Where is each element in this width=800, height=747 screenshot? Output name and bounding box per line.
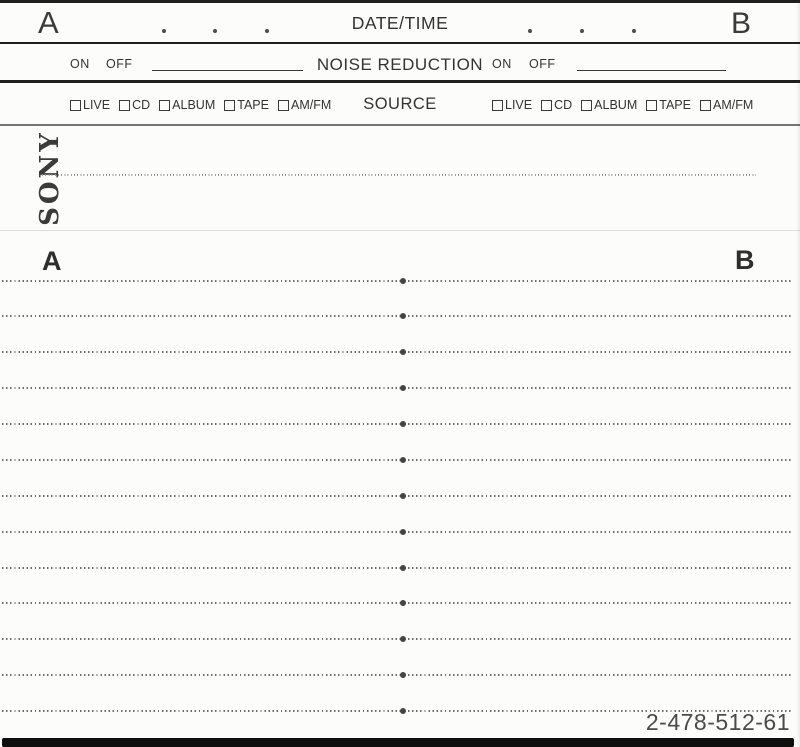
source-option-live: LIVE xyxy=(70,98,110,112)
checkbox-icon xyxy=(699,99,711,111)
nr-on-label-a: ON xyxy=(70,57,90,71)
source-option-label: LIVE xyxy=(83,98,111,112)
part-number: 2-478-512-61 xyxy=(645,709,790,735)
center-dot xyxy=(400,421,406,427)
source-option-label: AM/FM xyxy=(290,98,332,112)
bottom-black-bar xyxy=(2,738,794,747)
source-option-label: TAPE xyxy=(237,98,269,112)
nr-write-line-b xyxy=(577,70,726,71)
ruled-line xyxy=(2,710,793,712)
tracklist-side-b-label: B xyxy=(735,245,755,275)
separator-dot xyxy=(162,29,166,33)
checkbox-icon xyxy=(541,99,553,111)
center-dot xyxy=(400,708,406,714)
nr-off-label-b: OFF xyxy=(529,57,556,71)
center-dot xyxy=(400,278,406,284)
source-option-am-fm: AM/FM xyxy=(699,98,754,112)
source-option-label: CD xyxy=(554,98,573,112)
source-option-label: ALBUM xyxy=(594,98,638,112)
source-options-a: LIVE CD ALBUM TAPE AM/FM xyxy=(70,98,331,112)
separator-dot xyxy=(213,29,217,33)
center-dot xyxy=(400,636,406,642)
spine-title-dotted-line xyxy=(42,174,756,176)
center-dot xyxy=(400,493,406,499)
header-side-b-label: B xyxy=(731,7,753,40)
checkbox-icon xyxy=(224,99,236,111)
ruled-line xyxy=(2,459,793,461)
divider-line-1 xyxy=(0,41,800,44)
source-option-cd: CD xyxy=(541,98,572,112)
ruled-line xyxy=(2,351,793,353)
ruled-line xyxy=(2,567,793,569)
center-dot xyxy=(400,600,406,606)
checkbox-icon xyxy=(492,99,503,111)
top-border-line xyxy=(0,0,800,3)
source-options-b: LIVE CD ALBUM TAPE AM/FM xyxy=(492,98,753,112)
checkbox-icon xyxy=(119,99,131,111)
source-option-label: AM/FM xyxy=(712,98,754,112)
tracklist-side-a-label: A xyxy=(42,246,62,276)
checkbox-icon xyxy=(646,99,658,111)
sony-logo-text: SONY xyxy=(35,130,65,226)
source-label: SOURCE xyxy=(363,95,437,113)
ruled-line xyxy=(2,423,793,425)
checkbox-icon xyxy=(159,99,171,111)
separator-dot xyxy=(580,29,584,33)
separator-dot xyxy=(632,29,636,33)
center-dot xyxy=(400,385,406,391)
nr-off-label-a: OFF xyxy=(106,57,133,71)
fold-line xyxy=(0,230,800,231)
center-dot xyxy=(400,349,406,355)
source-option-cd: CD xyxy=(119,98,150,112)
ruled-line xyxy=(2,387,793,389)
header-side-a-label: A xyxy=(38,5,60,40)
center-dot xyxy=(400,529,406,535)
nr-on-label-b: ON xyxy=(492,57,512,71)
source-option-live: LIVE xyxy=(492,98,532,112)
ruled-line xyxy=(2,531,793,533)
source-option-am-fm: AM/FM xyxy=(277,98,332,112)
separator-dot xyxy=(528,29,532,33)
ruled-line xyxy=(2,602,793,604)
checkbox-icon xyxy=(277,99,289,111)
source-option-label: CD xyxy=(132,98,151,112)
checkbox-icon xyxy=(70,99,81,111)
source-option-label: LIVE xyxy=(505,98,533,112)
source-option-album: ALBUM xyxy=(581,98,637,112)
noise-reduction-label: NOISE REDUCTION xyxy=(316,55,484,74)
ruled-line xyxy=(2,638,793,640)
divider-line-2 xyxy=(0,80,800,83)
center-dot xyxy=(400,457,406,463)
source-option-tape: TAPE xyxy=(646,98,691,112)
source-option-label: ALBUM xyxy=(172,98,216,112)
date-time-label: DATE/TIME xyxy=(351,13,449,33)
scan-edge-shade xyxy=(796,0,800,747)
divider-line-3 xyxy=(0,123,800,126)
ruled-line xyxy=(2,495,793,497)
center-dot xyxy=(400,565,406,571)
ruled-line xyxy=(2,280,793,282)
ruled-line xyxy=(2,674,793,676)
ruled-line xyxy=(2,315,793,317)
checkbox-icon xyxy=(581,99,593,111)
separator-dot xyxy=(265,29,269,33)
center-dot xyxy=(400,672,406,678)
source-option-album: ALBUM xyxy=(159,98,215,112)
nr-write-line-a xyxy=(152,70,303,71)
center-dot xyxy=(400,313,406,319)
source-option-label: TAPE xyxy=(659,98,691,112)
source-option-tape: TAPE xyxy=(224,98,269,112)
